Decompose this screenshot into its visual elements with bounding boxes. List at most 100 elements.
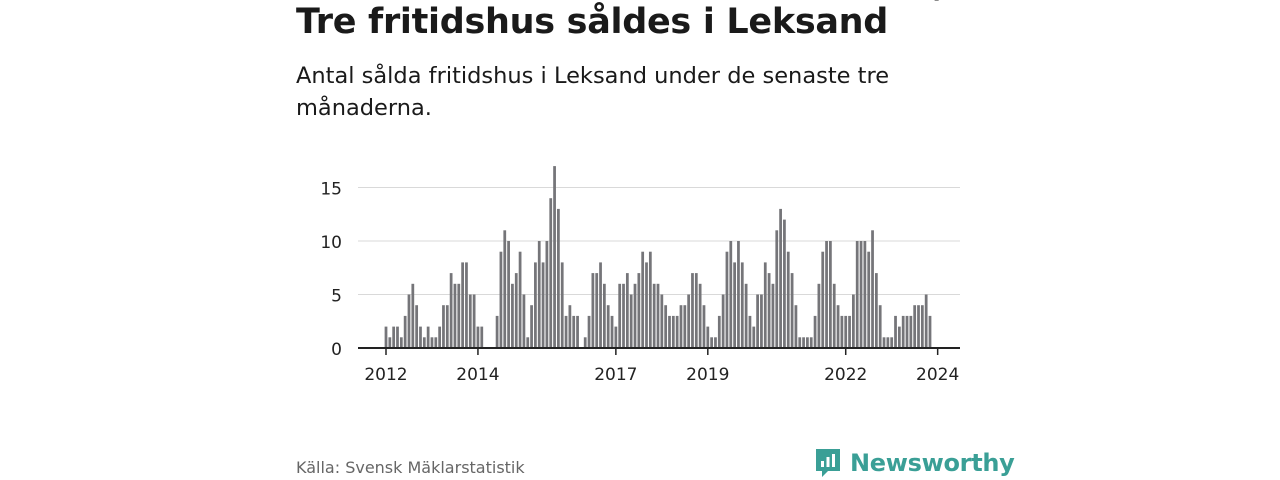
bar bbox=[848, 315, 851, 348]
bar bbox=[840, 315, 844, 348]
bar bbox=[545, 241, 549, 348]
bar bbox=[587, 315, 591, 348]
bar bbox=[855, 241, 859, 348]
bar bbox=[392, 326, 396, 348]
bar bbox=[629, 294, 633, 348]
bar bbox=[894, 315, 897, 348]
data-label-latest: 3 bbox=[932, 0, 943, 5]
bar bbox=[844, 315, 848, 348]
bar bbox=[522, 294, 526, 348]
bar bbox=[920, 305, 924, 348]
bar bbox=[760, 294, 763, 348]
bar bbox=[637, 273, 641, 348]
bar bbox=[514, 273, 518, 348]
bar bbox=[771, 283, 775, 348]
bar bbox=[740, 262, 744, 348]
y-tick-label: 0 bbox=[331, 340, 342, 360]
bar bbox=[526, 337, 530, 348]
bar bbox=[874, 273, 878, 348]
bar bbox=[572, 315, 576, 348]
bar bbox=[687, 294, 691, 348]
bar bbox=[430, 337, 434, 348]
bar bbox=[702, 305, 706, 348]
bar bbox=[691, 273, 694, 348]
bar bbox=[813, 315, 817, 348]
bar bbox=[495, 315, 499, 348]
bar bbox=[852, 294, 855, 348]
x-tick-label: 2012 bbox=[364, 365, 407, 385]
bar bbox=[806, 337, 809, 348]
bar bbox=[668, 315, 671, 348]
bar bbox=[783, 219, 786, 348]
bar bbox=[557, 208, 560, 348]
bar bbox=[737, 241, 740, 348]
bar bbox=[438, 326, 442, 348]
bar bbox=[679, 305, 683, 348]
bar bbox=[641, 251, 645, 348]
bar bbox=[652, 283, 656, 348]
bar bbox=[721, 294, 725, 348]
bar bbox=[602, 283, 606, 348]
bar bbox=[419, 326, 422, 348]
bar bbox=[411, 283, 415, 348]
bar bbox=[576, 315, 579, 348]
x-tick-label: 2017 bbox=[594, 365, 637, 385]
bar bbox=[591, 273, 595, 348]
brand-name: Newsworthy bbox=[850, 449, 1015, 477]
bar bbox=[553, 166, 556, 348]
bar bbox=[683, 305, 687, 348]
bar bbox=[503, 230, 507, 348]
bar bbox=[794, 305, 798, 348]
bar bbox=[537, 241, 541, 348]
bar bbox=[867, 251, 871, 348]
bar bbox=[568, 305, 572, 348]
bar bbox=[917, 305, 920, 348]
bar bbox=[541, 262, 545, 348]
bar bbox=[407, 294, 411, 348]
bar bbox=[748, 315, 752, 348]
bar bbox=[729, 241, 733, 348]
bar bbox=[698, 283, 702, 348]
bar bbox=[660, 294, 664, 348]
bar bbox=[595, 273, 599, 348]
bar bbox=[560, 262, 564, 348]
bar bbox=[829, 241, 832, 348]
bar bbox=[445, 305, 449, 348]
bar bbox=[671, 315, 675, 348]
bar-chart: 0 5 10 15 2012 2014 2017 2019 2022 2024 3 bbox=[320, 0, 960, 385]
bar bbox=[453, 283, 457, 348]
bar bbox=[472, 294, 476, 348]
x-tick-label: 2014 bbox=[456, 365, 499, 385]
bar bbox=[878, 305, 882, 348]
bar bbox=[461, 262, 464, 348]
bar bbox=[564, 315, 568, 348]
bar bbox=[825, 241, 828, 348]
bar bbox=[924, 294, 928, 348]
bar bbox=[534, 262, 537, 348]
bar bbox=[625, 273, 629, 348]
bar bbox=[518, 251, 522, 348]
x-tick-label: 2019 bbox=[686, 365, 729, 385]
bar bbox=[403, 315, 407, 348]
bar bbox=[549, 198, 553, 348]
bar bbox=[710, 337, 714, 348]
bar bbox=[656, 283, 660, 348]
bar bbox=[871, 230, 874, 348]
bar bbox=[694, 273, 698, 348]
bar bbox=[618, 283, 622, 348]
bar bbox=[905, 315, 909, 348]
bar bbox=[633, 283, 637, 348]
bar bbox=[606, 305, 610, 348]
bar bbox=[863, 241, 867, 348]
y-tick-label: 15 bbox=[320, 180, 342, 200]
bar bbox=[480, 326, 484, 348]
bar bbox=[511, 283, 514, 348]
bar bbox=[859, 241, 863, 348]
bar bbox=[725, 251, 729, 348]
bar bbox=[802, 337, 805, 348]
bar bbox=[717, 315, 721, 348]
x-tick-label: 2022 bbox=[824, 365, 867, 385]
bar bbox=[786, 251, 790, 348]
bar bbox=[790, 273, 794, 348]
bar bbox=[890, 337, 894, 348]
